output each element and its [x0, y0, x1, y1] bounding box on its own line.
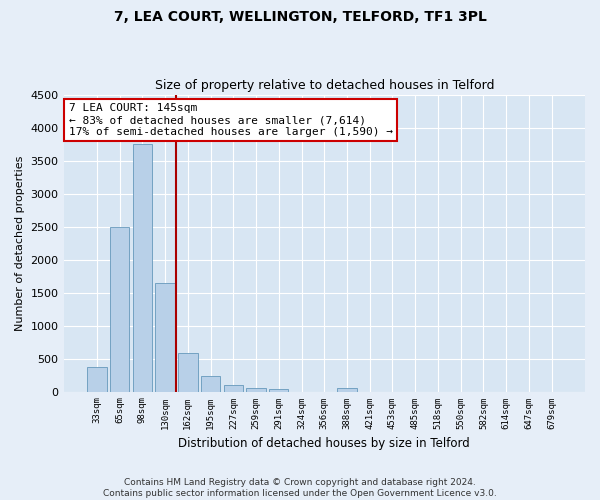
Bar [178, 354, 197, 392]
Bar [155, 284, 175, 392]
X-axis label: Distribution of detached houses by size in Telford: Distribution of detached houses by size … [178, 437, 470, 450]
Bar [133, 144, 152, 392]
Bar [269, 389, 289, 392]
Text: 7, LEA COURT, WELLINGTON, TELFORD, TF1 3PL: 7, LEA COURT, WELLINGTON, TELFORD, TF1 3… [113, 10, 487, 24]
Title: Size of property relative to detached houses in Telford: Size of property relative to detached ho… [155, 79, 494, 92]
Text: 7 LEA COURT: 145sqm
← 83% of detached houses are smaller (7,614)
17% of semi-det: 7 LEA COURT: 145sqm ← 83% of detached ho… [69, 104, 393, 136]
Bar [247, 388, 266, 392]
Bar [110, 226, 130, 392]
Bar [337, 388, 356, 392]
Bar [224, 384, 243, 392]
Bar [87, 367, 107, 392]
Bar [201, 376, 220, 392]
Y-axis label: Number of detached properties: Number of detached properties [15, 156, 25, 330]
Text: Contains HM Land Registry data © Crown copyright and database right 2024.
Contai: Contains HM Land Registry data © Crown c… [103, 478, 497, 498]
